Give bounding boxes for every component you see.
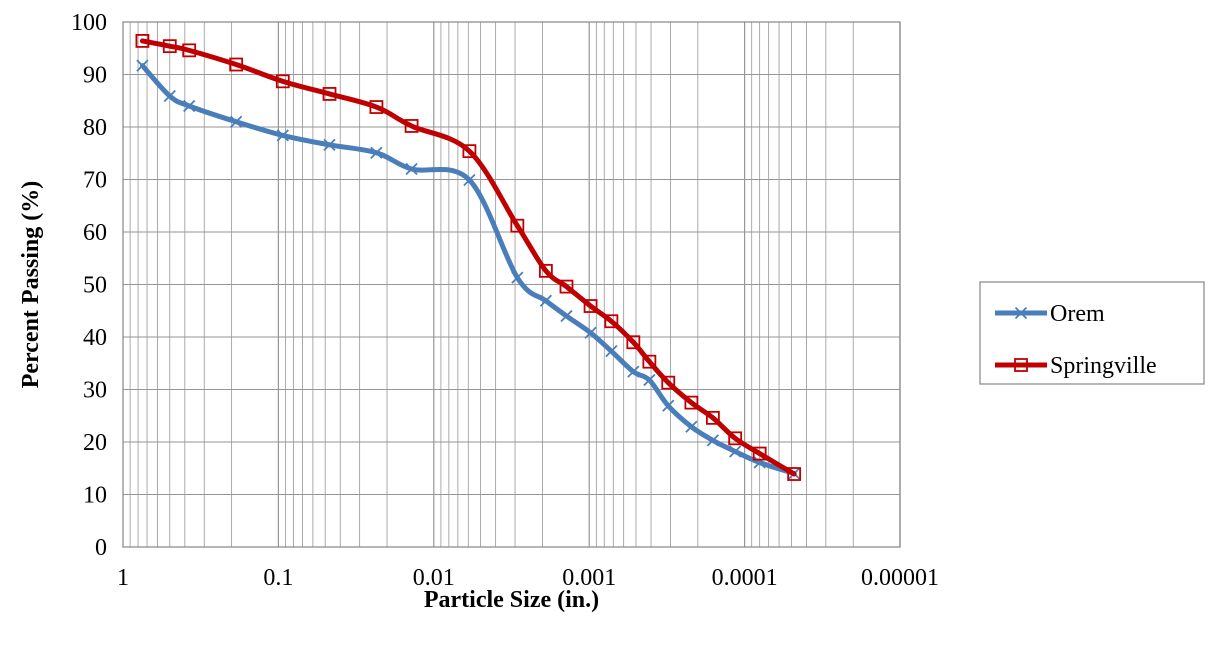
y-tick-label: 0 — [95, 535, 107, 561]
legend-swatch-marker — [1014, 358, 1028, 372]
legend-item-springville: Springville — [995, 353, 1157, 379]
series-line — [139, 63, 797, 476]
y-tick-label: 80 — [83, 115, 107, 141]
data-point-marker — [462, 144, 477, 159]
y-tick-label: 70 — [83, 168, 107, 194]
y-tick-label: 90 — [83, 63, 107, 89]
y-tick-label: 100 — [71, 10, 107, 36]
data-point-marker — [685, 420, 698, 433]
data-point-marker — [510, 218, 525, 233]
data-point-marker — [661, 375, 676, 390]
y-tick-label: 20 — [83, 430, 107, 456]
legend-item-orem: Orem — [995, 301, 1105, 327]
data-point-marker — [642, 354, 657, 369]
x-tick-label: 1 — [117, 565, 129, 591]
data-point-marker — [229, 57, 244, 72]
data-point-marker — [511, 271, 524, 284]
data-point-marker — [684, 395, 699, 410]
data-point-marker — [369, 100, 384, 114]
data-point-marker — [538, 263, 553, 278]
data-point-marker — [604, 314, 619, 329]
x-axis-title: Particle Size (in.) — [424, 587, 599, 613]
y-tick-label: 40 — [83, 325, 107, 351]
data-point-marker — [322, 87, 337, 101]
series-orem — [136, 59, 801, 480]
data-point-marker — [643, 373, 656, 387]
y-tick-label: 10 — [83, 483, 107, 509]
x-tick-label: 0.01 — [413, 565, 455, 591]
data-point-marker — [162, 39, 177, 54]
data-point-marker — [626, 335, 641, 350]
series-springville — [135, 34, 802, 481]
series-line — [139, 38, 797, 477]
x-tick-label: 0.001 — [562, 565, 616, 591]
legend: Orem Springville — [979, 281, 1205, 385]
data-point-marker — [787, 467, 802, 481]
data-point-marker — [370, 146, 383, 159]
data-point-marker — [136, 59, 149, 72]
legend-swatch-marker — [1014, 306, 1028, 320]
y-tick-label: 30 — [83, 378, 107, 404]
data-point-marker — [728, 431, 743, 446]
data-point-marker — [405, 162, 418, 176]
x-tick-label: 0.0001 — [712, 565, 778, 591]
data-point-marker — [627, 365, 640, 378]
data-point-marker — [135, 34, 150, 48]
y-tick-label: 60 — [83, 220, 107, 246]
series-layer — [135, 34, 802, 481]
x-axis-tick-labels: 1 0.1 0.01 0.001 0.0001 0.00001 — [117, 565, 939, 591]
data-point-marker — [539, 294, 553, 307]
plot-area-frame — [122, 21, 901, 548]
x-tick-label: 0.1 — [263, 565, 293, 591]
data-point-marker — [323, 138, 336, 151]
data-point-marker — [275, 74, 290, 89]
legend-label: Springville — [1050, 353, 1157, 379]
data-point-marker — [404, 119, 419, 133]
data-point-marker — [276, 129, 289, 142]
x-tick-label: 0.00001 — [861, 565, 939, 591]
data-point-marker — [463, 173, 476, 187]
data-point-marker — [662, 399, 675, 412]
data-point-marker — [752, 446, 767, 461]
y-axis-title: Percent Passing (%) — [18, 181, 44, 389]
data-point-marker — [560, 309, 573, 323]
gridlines — [123, 21, 901, 548]
data-point-marker — [183, 99, 196, 113]
data-point-marker — [163, 89, 176, 103]
data-point-marker — [583, 299, 598, 313]
data-point-marker — [605, 345, 618, 358]
y-tick-label: 50 — [83, 273, 107, 299]
data-point-marker — [182, 43, 197, 58]
data-point-marker — [706, 434, 720, 447]
legend-label: Orem — [1050, 301, 1105, 327]
data-point-marker — [230, 115, 243, 128]
y-axis-tick-labels: 0 10 20 30 40 50 60 70 80 90 100 — [71, 10, 107, 561]
data-point-marker — [729, 445, 742, 458]
data-point-marker — [705, 410, 720, 425]
data-point-marker — [584, 326, 597, 339]
data-point-marker — [559, 279, 574, 294]
